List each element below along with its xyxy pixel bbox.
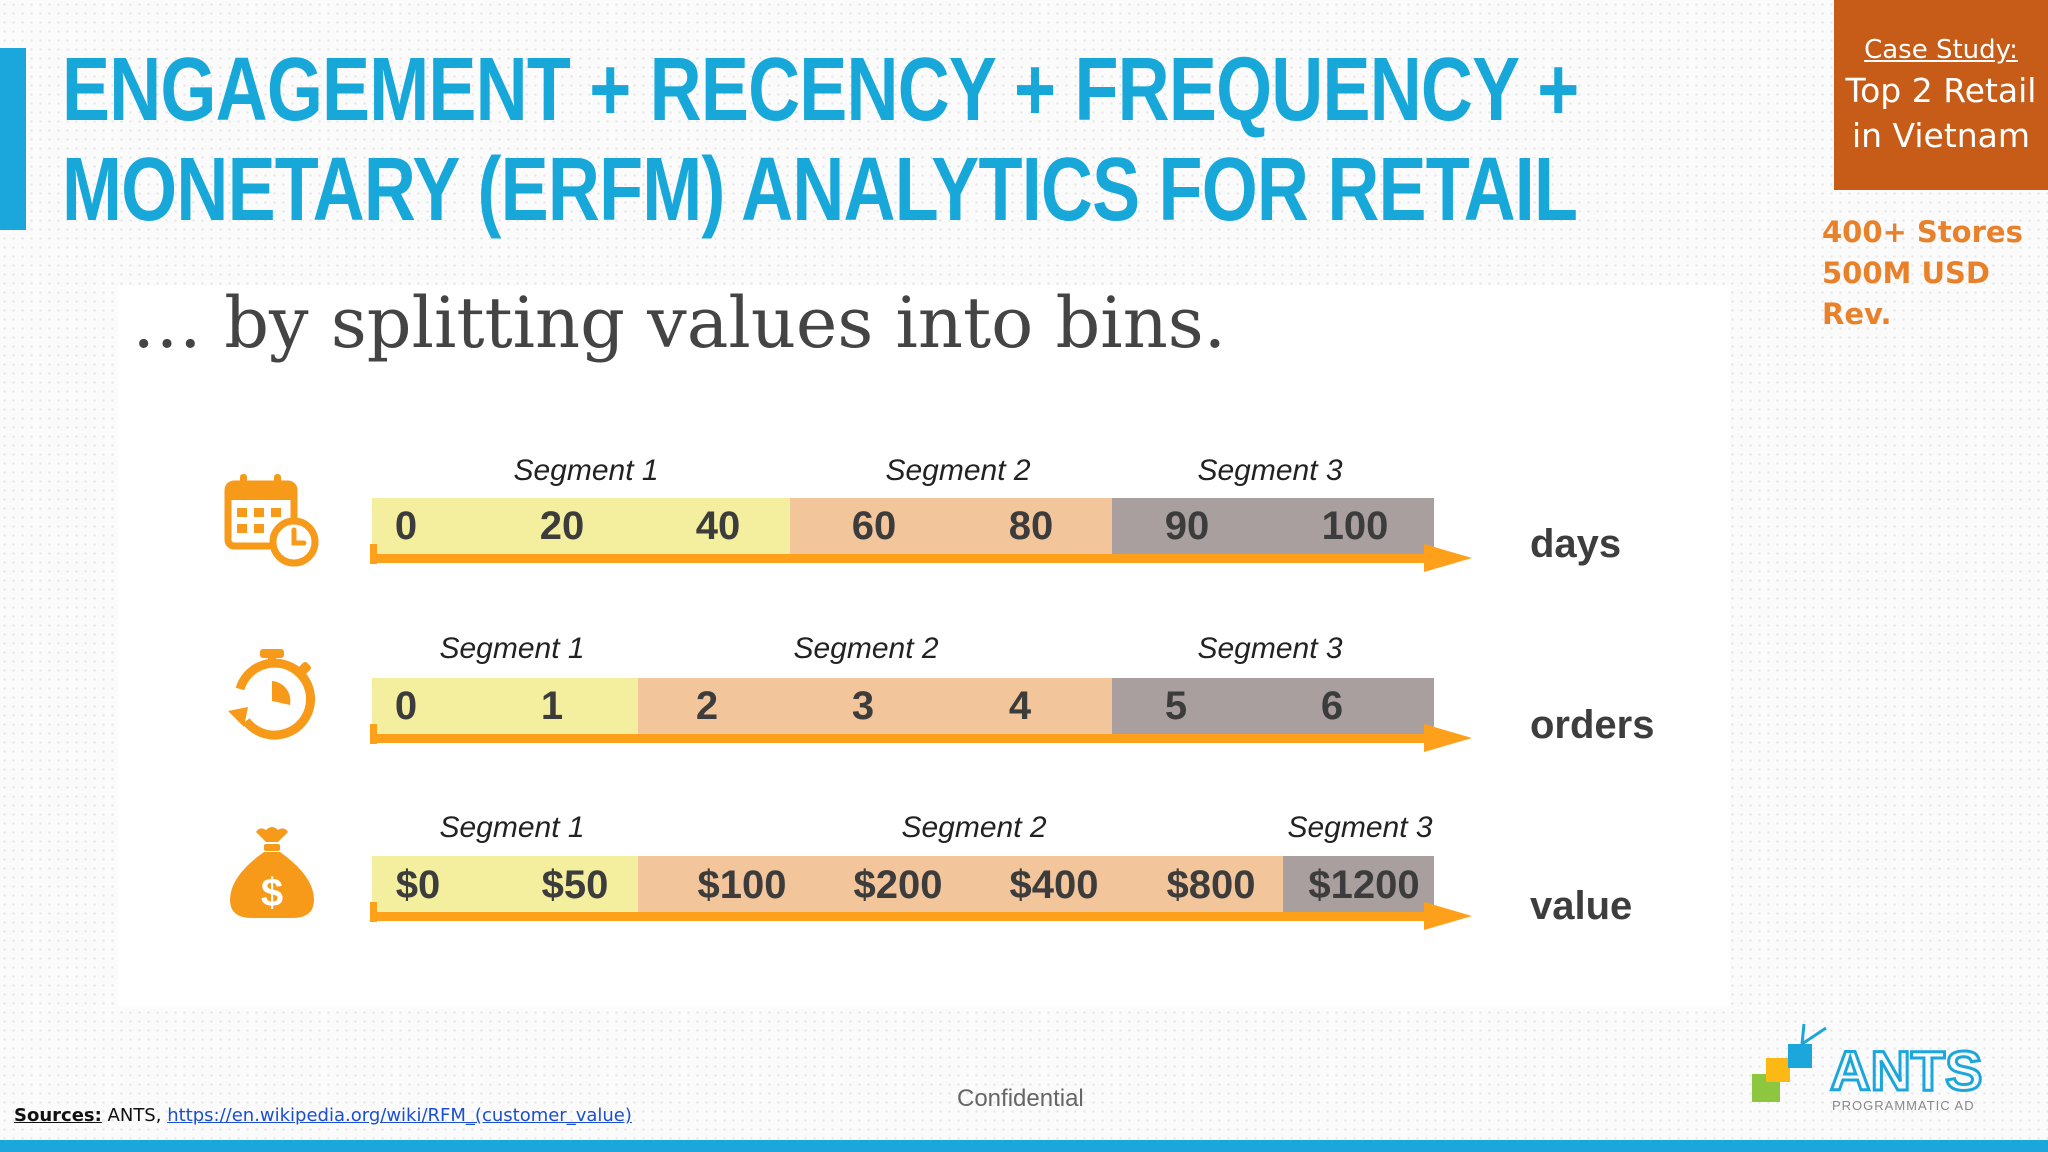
- calendar-clock-icon: [224, 474, 319, 567]
- orders-tick: 0: [394, 684, 418, 728]
- orders-unit-label: orders: [1530, 703, 1655, 747]
- stores-stat: 400+ Stores: [1822, 215, 2023, 249]
- value-tick: $1200: [1308, 863, 1420, 907]
- case-study-line-2: in Vietnam: [1851, 116, 2031, 155]
- sources-line: Sources: ANTS, https://en.wikipedia.org/…: [14, 1105, 632, 1126]
- value-unit-label: value: [1530, 884, 1633, 928]
- orders-band-segment-1: [372, 678, 638, 734]
- value-tick: $0: [395, 863, 441, 907]
- revenue-stat: 500M USD Rev.: [1822, 256, 1990, 331]
- orders-segment-1-label: Segment 1: [439, 632, 585, 665]
- days-tick: 100: [1321, 504, 1389, 548]
- days-segment-2-label: Segment 2: [885, 454, 1031, 487]
- value-tick: $200: [853, 863, 943, 907]
- orders-band-segment-3: [1112, 678, 1434, 734]
- ants-logo: ANTS PROGRAMMATIC AD: [1752, 1023, 1984, 1113]
- money-bag-icon: $: [230, 827, 314, 918]
- page-title-line-1: ENGAGEMENT + RECENCY + FREQUENCY +: [62, 40, 1579, 140]
- title-accent-bar: [0, 48, 26, 230]
- logo-yellow-square: [1766, 1058, 1790, 1082]
- svg-text:$: $: [261, 871, 283, 915]
- days-axis-arrow-icon: [372, 544, 1472, 572]
- orders-tick: 4: [1008, 684, 1032, 728]
- logo-tagline: PROGRAMMATIC AD: [1832, 1098, 1975, 1113]
- page-title: ENGAGEMENT + RECENCY + FREQUENCY + MONET…: [62, 40, 1579, 240]
- stopwatch-icon: [228, 649, 316, 740]
- value-segment-2-label: Segment 2: [901, 811, 1047, 844]
- value-axis-arrow-icon: [372, 902, 1472, 930]
- days-tick: 60: [851, 504, 897, 548]
- case-study-label: Case Study:: [1864, 35, 2018, 65]
- orders-tick: 3: [851, 684, 875, 728]
- orders-band-segment-2: [638, 678, 1112, 734]
- value-segment-1-label: Segment 1: [439, 811, 585, 844]
- days-band-segment-2: [790, 498, 1112, 554]
- value-segment-3-label: Segment 3: [1287, 811, 1433, 844]
- days-tick: 20: [539, 504, 585, 548]
- orders-segment-3-label: Segment 3: [1197, 632, 1343, 665]
- value-band-segment-2: [638, 856, 1283, 912]
- sources-label: Sources:: [14, 1105, 102, 1126]
- page-title-line-2: MONETARY (ERFM) ANALYTICS FOR RETAIL: [62, 140, 1578, 240]
- value-tick: $50: [541, 863, 609, 907]
- case-study-line-1: Top 2 Retail: [1845, 71, 2037, 110]
- logo-blue-square: [1788, 1044, 1812, 1068]
- orders-segment-2-label: Segment 2: [793, 632, 939, 665]
- orders-axis-arrow-icon: [372, 724, 1472, 752]
- value-band-segment-3: [1283, 856, 1434, 912]
- case-study-box: Case Study: Top 2 Retail in Vietnam: [1834, 0, 2048, 190]
- orders-tick: 2: [695, 684, 719, 728]
- orders-tick: 5: [1164, 684, 1188, 728]
- value-bar: [372, 856, 1434, 912]
- days-unit-label: days: [1530, 522, 1622, 566]
- orders-bar: [372, 678, 1434, 734]
- days-segment-3-label: Segment 3: [1197, 454, 1343, 487]
- days-segment-1-label: Segment 1: [513, 454, 659, 487]
- days-tick: 40: [695, 504, 741, 548]
- days-tick: 0: [394, 504, 418, 548]
- slide-subtitle: … by splitting values into bins.: [132, 282, 1226, 364]
- company-stats: 400+ Stores 500M USD Rev.: [1822, 212, 2048, 335]
- bottom-accent-bar: [0, 1140, 2048, 1152]
- orders-tick: 1: [540, 684, 564, 728]
- value-tick: $100: [697, 863, 787, 907]
- value-band-segment-1: [372, 856, 638, 912]
- days-band-segment-3: [1112, 498, 1434, 554]
- sources-text: ANTS,: [101, 1105, 168, 1126]
- orders-tick: 6: [1320, 684, 1344, 728]
- days-band-segment-1: [372, 498, 790, 554]
- logo-wordmark: ANTS: [1830, 1039, 1982, 1102]
- days-tick: 80: [1008, 504, 1054, 548]
- days-bar: [372, 498, 1434, 554]
- confidential-label: Confidential: [957, 1085, 1084, 1112]
- value-tick: $800: [1166, 863, 1256, 907]
- sources-link[interactable]: https://en.wikipedia.org/wiki/RFM_(custo…: [167, 1105, 632, 1126]
- value-tick: $400: [1009, 863, 1099, 907]
- days-tick: 90: [1164, 504, 1210, 548]
